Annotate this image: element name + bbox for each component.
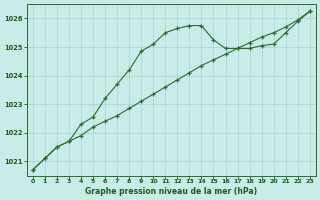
X-axis label: Graphe pression niveau de la mer (hPa): Graphe pression niveau de la mer (hPa) xyxy=(85,187,257,196)
